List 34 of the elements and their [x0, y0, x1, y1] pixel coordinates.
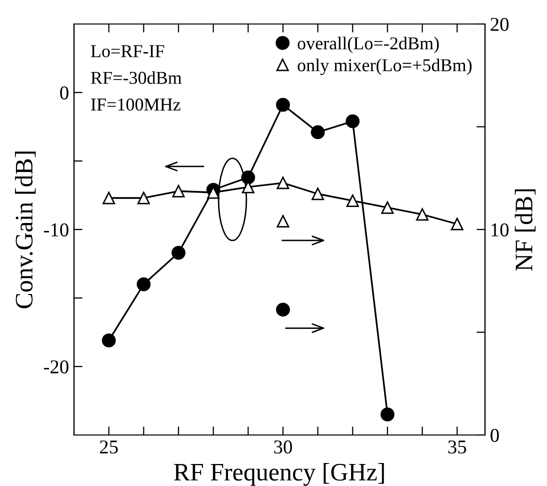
x-axis-title: RF Frequency [GHz] [174, 463, 384, 486]
y2-tick-label: 0 [490, 428, 499, 442]
point [102, 334, 116, 348]
point [172, 246, 186, 260]
point [450, 218, 464, 230]
x-tick-label: 30 [274, 440, 292, 454]
x-tick-label: 35 [448, 440, 466, 454]
point [310, 125, 325, 140]
legend-label: overall(Lo=-2dBm) [298, 36, 439, 54]
point [346, 114, 360, 128]
y-tick-label: 0 [60, 86, 68, 100]
point [137, 192, 150, 204]
y-tick-label: -10 [44, 223, 68, 236]
y2-tick-label: 10 [492, 223, 509, 236]
legend-label: only mixer(Lo=+5dBm) [298, 58, 472, 76]
annotation: IF=100MHz [91, 98, 180, 111]
y2-tick-label: 20 [490, 18, 509, 31]
point [416, 208, 429, 221]
point [102, 192, 116, 204]
annotation: Lo=RF-IF [90, 45, 164, 58]
point [312, 188, 324, 200]
point [241, 170, 256, 184]
y-tick-label: -20 [44, 360, 68, 374]
point [136, 277, 151, 292]
point [381, 201, 394, 214]
point [380, 408, 394, 422]
point [276, 98, 290, 112]
point [172, 184, 185, 198]
annotation: RF=-30dBm [90, 71, 182, 84]
y2-axis-title: NF [dB] [514, 189, 536, 271]
point [346, 194, 359, 207]
y-axis-title: Conv.Gain [dB] [14, 152, 36, 308]
point [276, 176, 290, 190]
x-tick-label: 25 [100, 440, 118, 454]
